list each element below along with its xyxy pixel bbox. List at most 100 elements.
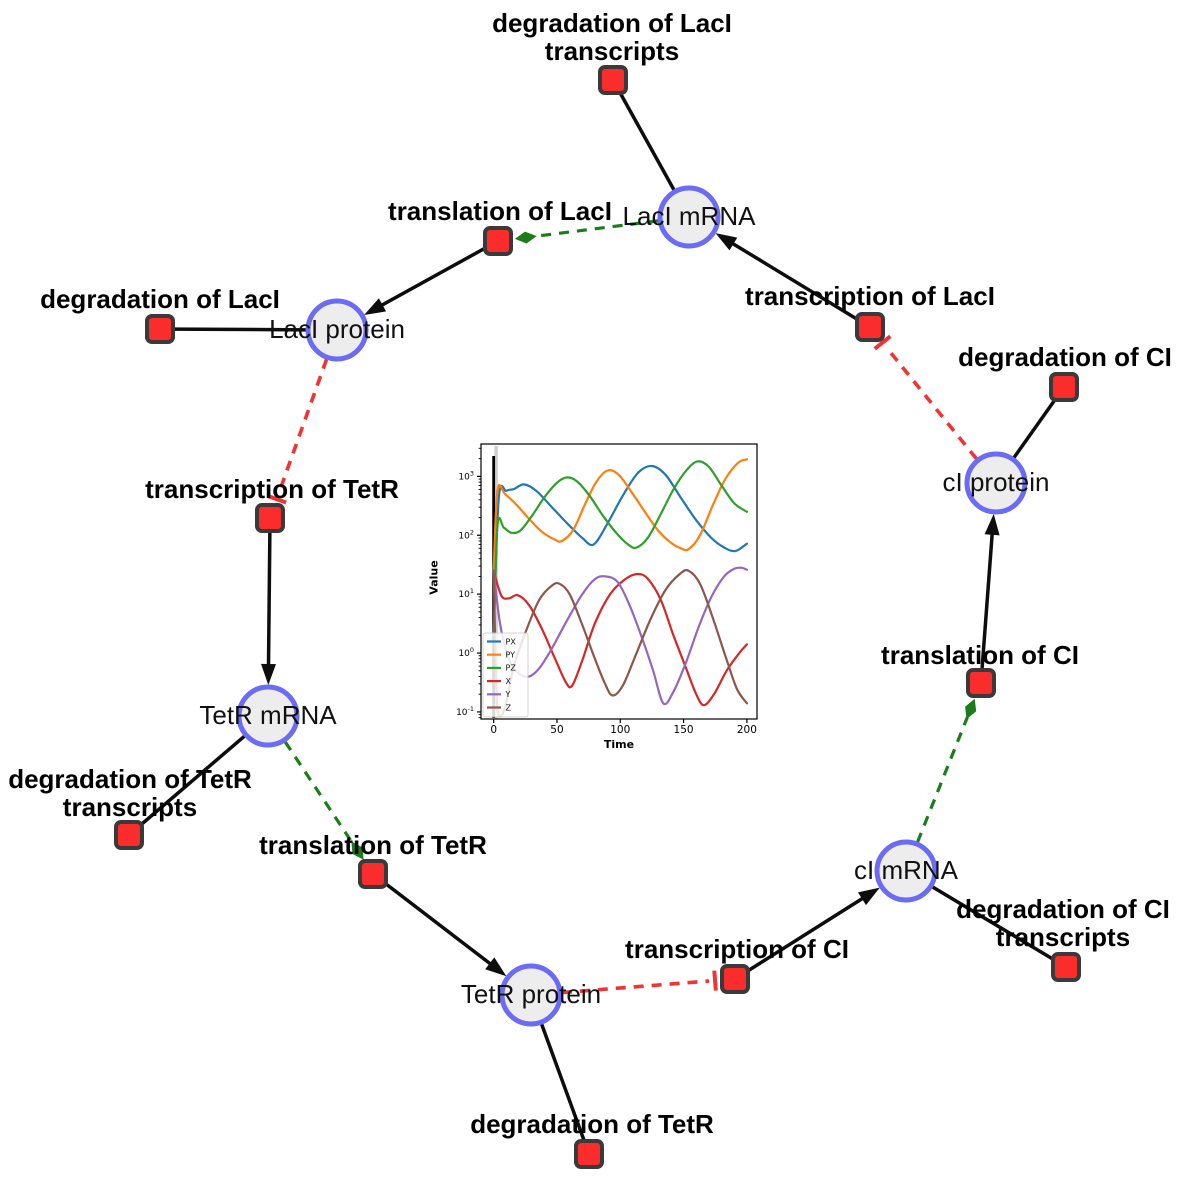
chart-y-tick-label: 10-1 <box>456 705 474 718</box>
legend-item-PY: PY <box>487 651 515 660</box>
arrowhead-icon <box>715 233 738 251</box>
legend-item-label: PZ <box>506 664 517 673</box>
chart-legend: PX PY PZ XYZ <box>482 632 529 718</box>
species-label-ci-mrna: cI mRNA <box>854 855 959 885</box>
edge-laci-mrna-to-deg-laci-transcripts <box>618 92 676 191</box>
species-node-ci-protein[interactable] <box>964 451 1028 515</box>
edge-laci-protein-to-deg-laci <box>174 327 307 332</box>
chart-y-axis-label: Value <box>427 560 441 595</box>
chart-x-axis-label: Time <box>603 738 635 751</box>
reaction-node-deg-ci[interactable] <box>1049 372 1079 402</box>
chart-axes-frame <box>480 443 758 720</box>
legend-item-label: PY <box>506 651 516 660</box>
reaction-label-deg-tetr: degradation of TetR <box>470 1109 714 1139</box>
reaction-label-deg-ci: degradation of CI <box>958 342 1172 372</box>
edge-transcription-ci-to-ci-mrna <box>746 887 880 973</box>
edge-tetr-protein-to-transcription-ci <box>561 970 718 995</box>
species-label-laci-mrna: LacI mRNA <box>623 201 757 231</box>
modifier-diamond-icon <box>351 841 364 860</box>
reaction-node-deg-laci[interactable] <box>145 314 175 344</box>
reaction-label-deg-laci-transcripts: transcripts <box>545 36 679 66</box>
reaction-node-deg-tetr[interactable] <box>574 1139 604 1169</box>
edge-translation-laci-to-laci-protein <box>364 246 486 315</box>
legend-item-label: Y <box>505 690 511 699</box>
reaction-label-deg-tetr-transcripts: degradation of TetR <box>8 764 252 794</box>
chart-series-PY <box>492 458 748 572</box>
chart-y-tick-label: 102 <box>458 528 474 541</box>
edge-layer <box>139 92 1057 1141</box>
species-node-tetr-protein[interactable] <box>499 963 563 1027</box>
legend-item-PZ: PZ <box>487 664 516 673</box>
edge-transcription-laci-to-laci-mrna <box>715 233 859 321</box>
reaction-node-translation-laci[interactable] <box>483 226 513 256</box>
edge-tetr-mrna-to-deg-tetr-transcripts <box>139 734 246 827</box>
reaction-label-transcription-ci: transcription of CI <box>625 934 849 964</box>
reaction-label-deg-ci-transcripts: degradation of CI <box>956 894 1170 924</box>
legend-item-label: PX <box>506 637 517 646</box>
edge-laci-protein-to-transcription-tetr <box>266 358 329 505</box>
reaction-node-transcription-ci[interactable] <box>720 964 750 994</box>
legend-item-label: Z <box>506 703 512 712</box>
legend-item-X: X <box>487 677 512 686</box>
reaction-label-transcription-laci: transcription of LacI <box>745 281 995 311</box>
arrowhead-icon <box>984 513 1000 536</box>
reaction-label-deg-tetr-transcripts: transcripts <box>63 792 197 822</box>
reaction-label-translation-laci: translation of LacI <box>388 196 612 226</box>
reaction-node-deg-laci-transcripts[interactable] <box>598 65 628 95</box>
edge-translation-tetr-to-tetr-protein <box>383 881 507 977</box>
legend-item-Y: Y <box>487 690 511 699</box>
species-label-laci-protein: LacI protein <box>269 314 405 344</box>
inhibition-tbar-icon <box>266 493 287 505</box>
species-node-laci-protein[interactable] <box>305 298 369 362</box>
reaction-label-translation-tetr: translation of TetR <box>259 830 487 860</box>
legend-item-Z: Z <box>487 703 512 712</box>
inhibition-tbar-icon <box>712 970 718 991</box>
reaction-node-deg-ci-transcripts[interactable] <box>1051 952 1081 982</box>
chart-x-tick-label: 50 <box>550 724 563 736</box>
reaction-label-deg-ci-transcripts: transcripts <box>996 922 1130 952</box>
chart-y-tick-label: 103 <box>458 469 474 482</box>
reaction-label-translation-ci: translation of CI <box>881 640 1079 670</box>
edge-tetr-protein-to-deg-tetr <box>539 1023 586 1141</box>
embedded-timeseries-chart: 0 50 100 150 200 10-1 100 101 102 103 PX PY PZ XYZ <box>456 443 758 736</box>
chart-x-tick-label: 200 <box>737 724 757 736</box>
modifier-diamond-icon <box>965 698 977 720</box>
reaction-label-deg-laci-transcripts: degradation of LacI <box>492 8 732 38</box>
edge-translation-ci-to-ci-protein <box>980 513 1000 669</box>
chart-series-PX <box>492 464 748 637</box>
edge-ci-protein-to-deg-ci <box>1012 398 1057 459</box>
reaction-label-deg-laci: degradation of LacI <box>40 284 280 314</box>
species-node-ci-mrna[interactable] <box>874 839 938 903</box>
chart-x-tick-label: 0 <box>490 724 497 736</box>
edge-tetr-mrna-to-translation-tetr <box>283 740 364 860</box>
reaction-node-translation-tetr[interactable] <box>358 859 388 889</box>
legend-item-PX: PX <box>487 637 516 646</box>
species-label-ci-protein: cI protein <box>943 467 1050 497</box>
chart-y-tick-label: 100 <box>458 646 474 659</box>
reaction-node-translation-ci[interactable] <box>966 668 996 698</box>
species-node-laci-mrna[interactable] <box>657 185 721 249</box>
reaction-node-deg-tetr-transcripts[interactable] <box>114 820 144 850</box>
edge-ci-protein-to-transcription-laci <box>873 334 978 461</box>
reaction-label-transcription-tetr: transcription of TetR <box>145 474 399 504</box>
label-layer: LacI mRNA LacI protein TetR mRNA TetR prote… <box>8 8 1172 1139</box>
chart-series-X <box>492 569 748 707</box>
chart-x-tick-label: 100 <box>610 724 630 736</box>
node-layer <box>114 65 1081 1169</box>
chart-y-tick-label: 101 <box>458 587 474 600</box>
legend-item-label: X <box>506 677 512 686</box>
species-label-tetr-protein: TetR protein <box>461 979 601 1009</box>
arrowhead-icon <box>364 298 387 315</box>
reaction-node-transcription-tetr[interactable] <box>255 503 285 533</box>
arrowhead-icon <box>261 663 276 685</box>
edge-transcription-tetr-to-tetr-mrna <box>261 532 276 685</box>
species-label-tetr-mrna: TetR mRNA <box>199 700 337 730</box>
arrowhead-icon <box>485 957 507 977</box>
modifier-diamond-icon <box>514 231 537 244</box>
arrowhead-icon <box>858 887 880 906</box>
species-node-tetr-mrna[interactable] <box>236 684 300 748</box>
reaction-node-transcription-laci[interactable] <box>855 312 885 342</box>
edge-laci-mrna-to-translation-laci <box>514 219 659 244</box>
